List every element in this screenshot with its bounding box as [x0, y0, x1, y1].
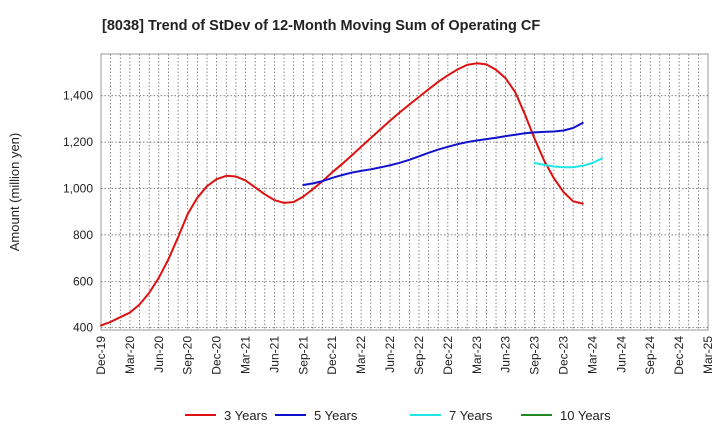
x-tick-label: Dec-21	[325, 336, 339, 375]
series-line-5-years	[302, 121, 584, 186]
y-tick-label: 800	[73, 228, 93, 242]
x-tick-label: Sep-24	[643, 336, 657, 375]
x-tick-label: Mar-23	[470, 336, 484, 374]
y-tick-label: 400	[73, 321, 93, 335]
y-tick-label: 600	[73, 274, 93, 288]
plot-area	[100, 53, 709, 331]
legend-label-3-years: 3 Years	[224, 408, 268, 423]
x-tick-label: Jun-22	[383, 336, 397, 373]
legend-label-5-years: 5 Years	[314, 408, 358, 423]
legend-label-7-years: 7 Years	[449, 408, 493, 423]
x-tick-label: Dec-19	[94, 336, 108, 375]
series-line-3-years	[100, 62, 584, 327]
x-tick-label: Mar-20	[123, 336, 137, 374]
grid	[101, 54, 708, 330]
y-axis-ticks: 400 600 800 1,000 1,200 1,400	[63, 89, 93, 335]
x-tick-label: Mar-25	[701, 336, 715, 374]
x-tick-label: Dec-22	[441, 336, 455, 375]
x-tick-label: Sep-23	[528, 336, 542, 375]
y-tick-label: 1,400	[63, 89, 93, 103]
x-tick-label: Sep-20	[181, 336, 195, 375]
x-tick-label: Jun-21	[267, 336, 281, 373]
x-tick-label: Dec-20	[210, 336, 224, 375]
series-line-7-years	[533, 157, 603, 169]
x-tick-label: Mar-22	[354, 336, 368, 374]
y-tick-label: 1,200	[63, 135, 93, 149]
x-tick-label: Mar-21	[239, 336, 253, 374]
x-tick-label: Dec-24	[672, 336, 686, 375]
x-tick-label: Jun-23	[499, 336, 513, 373]
legend-label-10-years: 10 Years	[560, 408, 611, 423]
x-tick-label: Jun-20	[152, 336, 166, 373]
y-tick-label: 1,000	[63, 182, 93, 196]
x-tick-label: Sep-22	[412, 336, 426, 375]
legend: 3 Years 5 Years 7 Years 10 Years	[185, 408, 611, 423]
series-lines	[100, 62, 603, 327]
x-tick-label: Jun-24	[614, 336, 628, 373]
chart-title: [8038] Trend of StDev of 12-Month Moving…	[102, 18, 540, 34]
y-axis-label: Amount (million yen)	[7, 133, 22, 252]
x-axis-ticks: Dec-19 Mar-20 Jun-20 Sep-20 Dec-20 Mar-21 Jun-…	[94, 336, 715, 375]
x-tick-label: Sep-21	[296, 336, 310, 375]
x-tick-label: Mar-24	[585, 336, 599, 374]
x-tick-label: Dec-23	[556, 336, 570, 375]
